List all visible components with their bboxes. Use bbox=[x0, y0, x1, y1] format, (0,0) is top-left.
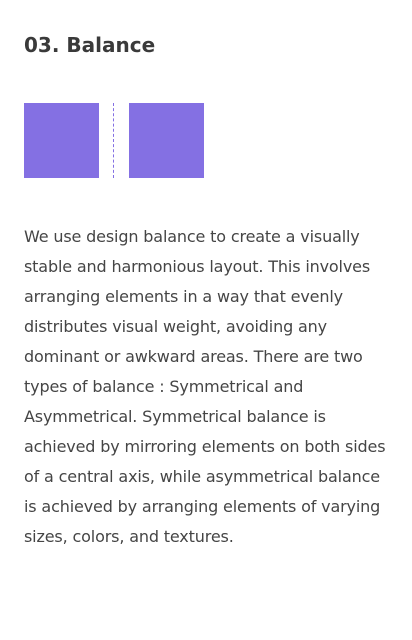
balance-illustration bbox=[24, 103, 204, 178]
section-title: 03. Balance bbox=[24, 33, 156, 57]
left-square bbox=[24, 103, 99, 178]
central-axis-divider bbox=[113, 103, 114, 178]
section-description: We use design balance to create a visual… bbox=[24, 227, 386, 546]
right-square bbox=[129, 103, 204, 178]
